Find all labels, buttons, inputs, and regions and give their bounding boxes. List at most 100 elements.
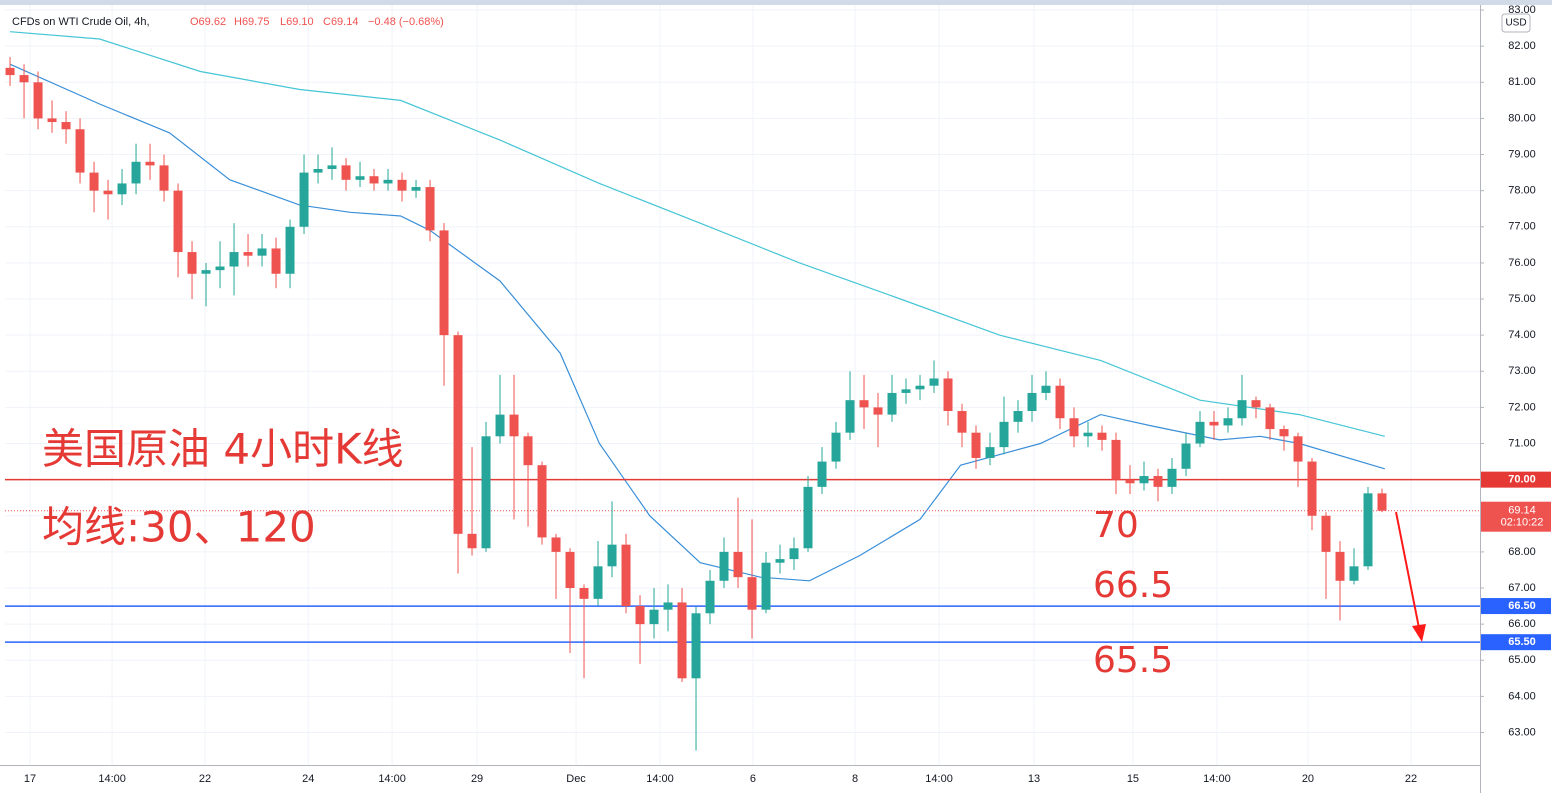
candle-body — [1363, 493, 1373, 567]
candle-body — [47, 118, 57, 123]
candle-body — [397, 179, 407, 191]
x-tick-label: 8 — [852, 773, 858, 785]
y-tick-label: 66.00 — [1508, 618, 1536, 630]
candle-body — [1153, 476, 1163, 487]
top-bar — [0, 0, 1552, 5]
x-tick-label: 20 — [1302, 773, 1314, 785]
arrow-shaft — [1395, 511, 1420, 629]
y-tick-label: 75.00 — [1508, 293, 1536, 305]
candle-body — [845, 400, 855, 433]
candle-body — [1083, 432, 1093, 437]
candle-body — [341, 165, 351, 180]
candle-body — [831, 432, 841, 462]
candle-body — [663, 602, 673, 610]
y-tick-label: 63.00 — [1508, 726, 1536, 738]
candle-body — [579, 588, 589, 599]
candle-body — [649, 609, 659, 625]
candle-body — [621, 544, 631, 607]
currency: USD — [1505, 18, 1526, 29]
candle-body — [1125, 479, 1135, 484]
candle-body — [677, 602, 687, 679]
candle-body — [1307, 461, 1317, 516]
candle-body — [145, 161, 155, 166]
candle-body — [551, 537, 561, 552]
x-tick-label: 14:00 — [98, 773, 126, 785]
candle-body — [1027, 392, 1037, 412]
candle-body — [215, 266, 225, 271]
y-tick-label: 83.00 — [1508, 4, 1536, 16]
candle-body — [1181, 443, 1191, 469]
candle-body — [971, 432, 981, 458]
countdown: 02:10:22 — [1501, 517, 1544, 529]
candle-body — [1041, 385, 1051, 393]
candle-body — [1335, 551, 1345, 581]
candle-body — [495, 414, 505, 437]
candle-body — [159, 165, 169, 191]
candle-body — [733, 551, 743, 578]
candle-body — [803, 486, 813, 549]
candle-body — [61, 122, 71, 130]
currency-box — [1501, 13, 1531, 33]
x-tick-label: Dec — [566, 773, 586, 785]
candle-body — [873, 407, 883, 415]
candle-body — [467, 533, 477, 549]
x-tick-label: 22 — [1405, 773, 1417, 785]
y-tick-label: 68.00 — [1508, 546, 1536, 558]
candle-body — [1279, 429, 1289, 437]
candle-body — [901, 389, 911, 393]
candle-body — [201, 270, 211, 274]
ohlc-high: H69.75 — [234, 16, 269, 28]
x-tick-label: 15 — [1127, 773, 1139, 785]
x-tick-label: 17 — [24, 773, 36, 785]
candle-body — [299, 172, 309, 227]
candle-body — [1139, 476, 1149, 484]
level-label-box — [1481, 471, 1551, 488]
candle-body — [999, 421, 1009, 448]
candle-body — [425, 187, 435, 231]
candle-body — [1097, 432, 1107, 440]
candle-body — [369, 176, 379, 184]
candle-body — [453, 335, 463, 534]
candle-body — [1349, 566, 1359, 581]
candle-body — [817, 461, 827, 487]
annotation: 均线:30、120 — [42, 503, 316, 552]
y-tick-label: 72.00 — [1508, 401, 1536, 413]
x-tick-label: 14:00 — [1203, 773, 1231, 785]
y-tick-label: 78.00 — [1508, 185, 1536, 197]
candle-body — [1321, 515, 1331, 552]
level-label-box — [1481, 634, 1551, 651]
candle-body — [1209, 421, 1219, 426]
candle-body — [229, 252, 239, 267]
candle-body — [719, 551, 729, 581]
candle-body — [411, 187, 421, 191]
candle-body — [103, 190, 113, 195]
candle-body — [1013, 411, 1023, 422]
level-label: 66.50 — [1508, 600, 1536, 612]
y-tick-label: 65.00 — [1508, 654, 1536, 666]
candle-body — [187, 252, 197, 274]
y-tick-label: 74.00 — [1508, 329, 1536, 341]
candle-body — [859, 400, 869, 408]
candle-body — [19, 75, 29, 83]
x-tick-label: 24 — [302, 773, 314, 785]
candle-body — [1055, 385, 1065, 419]
candle-body — [747, 577, 757, 610]
y-tick-label: 79.00 — [1508, 148, 1536, 160]
candle-body — [1195, 421, 1205, 444]
x-tick-label: 29 — [471, 773, 483, 785]
y-tick-label: 67.00 — [1508, 582, 1536, 594]
y-tick-label: 81.00 — [1508, 76, 1536, 88]
candle-body — [33, 82, 43, 119]
candle-body — [285, 226, 295, 274]
arrow-head — [1412, 624, 1426, 642]
candle-body — [257, 248, 267, 256]
level-label-box — [1481, 598, 1551, 615]
candle-body — [1251, 400, 1261, 408]
candle-body — [89, 172, 99, 191]
annotation: 65.5 — [1093, 640, 1173, 681]
candle-body — [509, 414, 519, 437]
ohlc-low: L69.10 — [280, 16, 314, 28]
candle-body — [957, 411, 967, 433]
y-tick-label: 71.00 — [1508, 437, 1536, 449]
